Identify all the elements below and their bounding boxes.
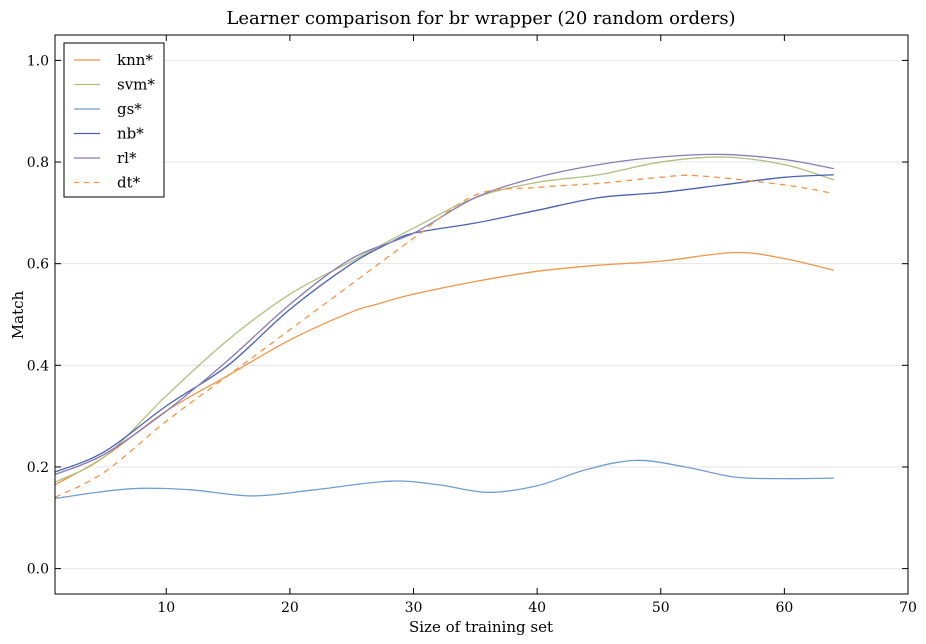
legend-label: svm* [117,76,155,94]
x-tick-label: 40 [528,600,546,616]
series-line-nb [54,174,834,473]
plot-frame [54,34,909,595]
series-line-svm [54,156,835,483]
x-tick-label: 20 [281,600,299,616]
series-line-dt [54,174,834,499]
legend-label: dt* [117,174,141,192]
y-tick-label: 0.8 [27,155,49,171]
y-tick-label: 0.4 [27,358,49,374]
y-tick-label: 0.2 [27,460,49,476]
x-tick-label: 50 [652,600,670,616]
x-tick-label: 30 [405,600,423,616]
legend: knn* svm* gs* nb* rl* dt* [63,42,165,198]
series-line-rl [54,153,834,476]
x-tick-label: 10 [157,600,175,616]
y-axis-label: Match [9,290,27,339]
legend-label: rl* [117,149,137,167]
x-tick-label: 60 [775,600,793,616]
x-tick-label: 70 [899,600,917,616]
y-tick-label: 0.0 [27,562,49,578]
series-line-gs [54,459,834,500]
y-tick-label: 0.6 [27,257,49,273]
series-line-knn [54,251,834,486]
legend-label: knn* [117,51,153,69]
legend-label: gs* [117,100,142,118]
legend-box [63,42,165,198]
y-tick-label: 1.0 [27,53,49,69]
x-axis-label: Size of training set [409,618,553,636]
legend-label: nb* [117,125,144,143]
chart-title: Learner comparison for br wrapper (20 ra… [226,8,735,29]
